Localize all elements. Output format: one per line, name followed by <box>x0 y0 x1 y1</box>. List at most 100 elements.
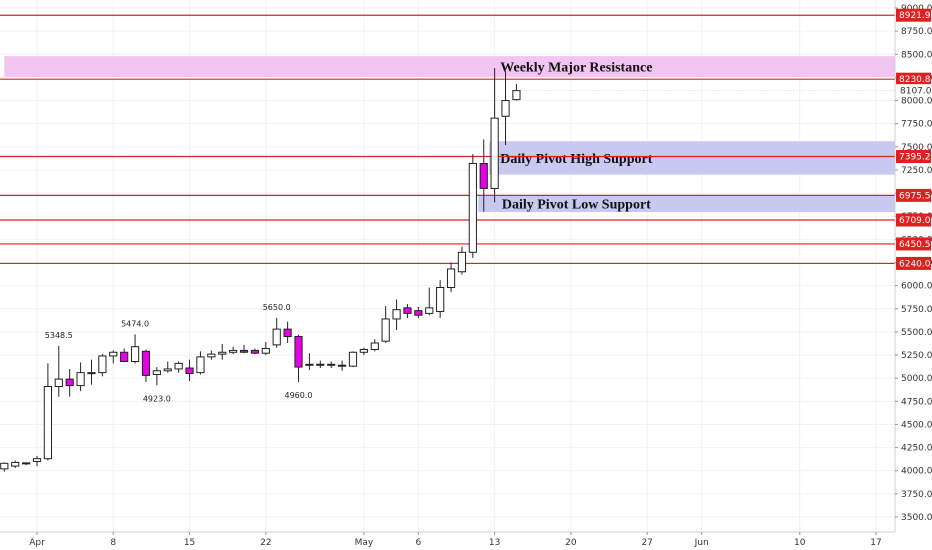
current-price-bg <box>896 84 931 98</box>
candle <box>446 262 456 293</box>
line-labels-layer: 8921.9 8230.8 7395.2 6975.5 6709.0 6450.5 6240… <box>896 8 932 270</box>
candle <box>436 280 445 319</box>
x-tick-label: May <box>355 538 374 548</box>
candle <box>392 299 401 331</box>
candle <box>512 83 521 101</box>
candle-body-down <box>120 351 129 363</box>
candle-body-down <box>316 363 325 366</box>
candle <box>185 359 194 381</box>
y-tick-label: 4750.0 <box>901 397 932 407</box>
candle <box>501 70 510 145</box>
price-annotation: 5474.0 <box>121 319 149 328</box>
y-tick-label: 5250.0 <box>901 351 932 361</box>
candle <box>87 359 96 385</box>
line-label-bg <box>896 256 931 270</box>
candle-body-down <box>250 349 260 354</box>
y-tick-label: 3500.0 <box>901 513 932 523</box>
y-tick-label: 5500.0 <box>901 328 932 338</box>
candle <box>207 350 216 360</box>
candle-body-up <box>468 162 477 253</box>
candle-body-down <box>283 328 292 338</box>
line-label: 6240.0 <box>899 259 931 269</box>
candle-body-up <box>174 362 183 370</box>
candle <box>163 361 172 373</box>
line-label-bg <box>896 72 931 86</box>
candles-layer <box>0 68 521 472</box>
candle-body-up <box>76 372 85 387</box>
candle-body-up <box>163 368 172 372</box>
candle <box>120 348 129 363</box>
x-axis: Apr 8 15 22 May 6 13 20 27 Jun 10 17 <box>29 532 882 548</box>
y-tick-label: 6000.0 <box>901 282 932 292</box>
candle <box>174 361 183 373</box>
y-tick-label: 7500.0 <box>901 143 932 153</box>
candle <box>337 360 347 371</box>
candle <box>65 368 74 397</box>
candle <box>98 354 107 377</box>
x-tick-label: 20 <box>565 538 577 548</box>
candle-body-down <box>479 162 488 189</box>
line-label: 7395.2 <box>899 153 931 163</box>
candle <box>22 462 31 466</box>
candle <box>294 334 303 382</box>
x-tick-label: 13 <box>489 538 500 548</box>
candle <box>250 348 260 355</box>
candle <box>403 304 412 319</box>
horizontal-lines-layer <box>0 14 895 265</box>
y-tick-label: 4250.0 <box>901 444 932 454</box>
candle <box>479 139 488 212</box>
candle-body-up <box>11 461 20 467</box>
candle <box>32 455 42 467</box>
candle <box>359 347 368 356</box>
price-annotation: 4960.0 <box>285 391 313 400</box>
candle <box>76 362 85 392</box>
candle <box>152 367 161 386</box>
candle-body-up <box>501 100 510 117</box>
candle <box>490 68 499 203</box>
zone-label: Daily Pivot Low Support <box>502 198 651 213</box>
candle-body-up <box>490 117 499 189</box>
candle <box>327 361 336 369</box>
y-tick-label: 8500.0 <box>901 50 932 60</box>
candle <box>348 351 358 368</box>
x-tick-label: 17 <box>870 538 881 548</box>
candle-body-up <box>457 251 467 273</box>
candle-body-up <box>32 458 42 462</box>
y-tick-label: 4000.0 <box>901 467 932 477</box>
candle <box>109 350 118 364</box>
x-tick-label: 6 <box>415 538 421 548</box>
price-annotation: 5650.0 <box>263 303 291 312</box>
line-label: 8921.9 <box>899 11 931 21</box>
candle <box>381 305 390 344</box>
candle <box>218 343 227 360</box>
y-tick-label: 8000.0 <box>901 97 932 107</box>
candle-body-up <box>327 363 336 366</box>
candle-body-up <box>130 346 140 363</box>
candle-body-up <box>359 348 368 353</box>
line-label: 6709.0 <box>899 216 931 226</box>
candle-body-up <box>348 351 358 367</box>
x-tick-label: Jun <box>694 538 709 548</box>
candle-body-down <box>337 364 347 367</box>
candle-body-up <box>43 386 52 460</box>
candle-body-down <box>294 336 303 368</box>
candle <box>196 351 205 375</box>
candle-body-up <box>446 268 456 288</box>
x-tick-label: 15 <box>184 538 195 548</box>
y-tick-label: 5000.0 <box>901 374 932 384</box>
candle-body-down <box>239 349 249 353</box>
y-tick-label: 3750.0 <box>901 490 932 500</box>
candle <box>261 342 270 356</box>
candle <box>239 344 249 354</box>
gridlines <box>0 0 895 532</box>
candle-body-up <box>305 363 314 366</box>
line-label-bg <box>896 8 931 22</box>
time-axis-panel[interactable] <box>0 532 932 550</box>
candle-body-up <box>392 309 401 320</box>
line-label: 8230.8 <box>899 75 931 85</box>
candle-body-up <box>0 462 9 470</box>
current-price-label: 8107.0 <box>900 87 932 97</box>
x-tick-label: 10 <box>794 538 806 548</box>
line-label: 6975.5 <box>899 191 931 201</box>
